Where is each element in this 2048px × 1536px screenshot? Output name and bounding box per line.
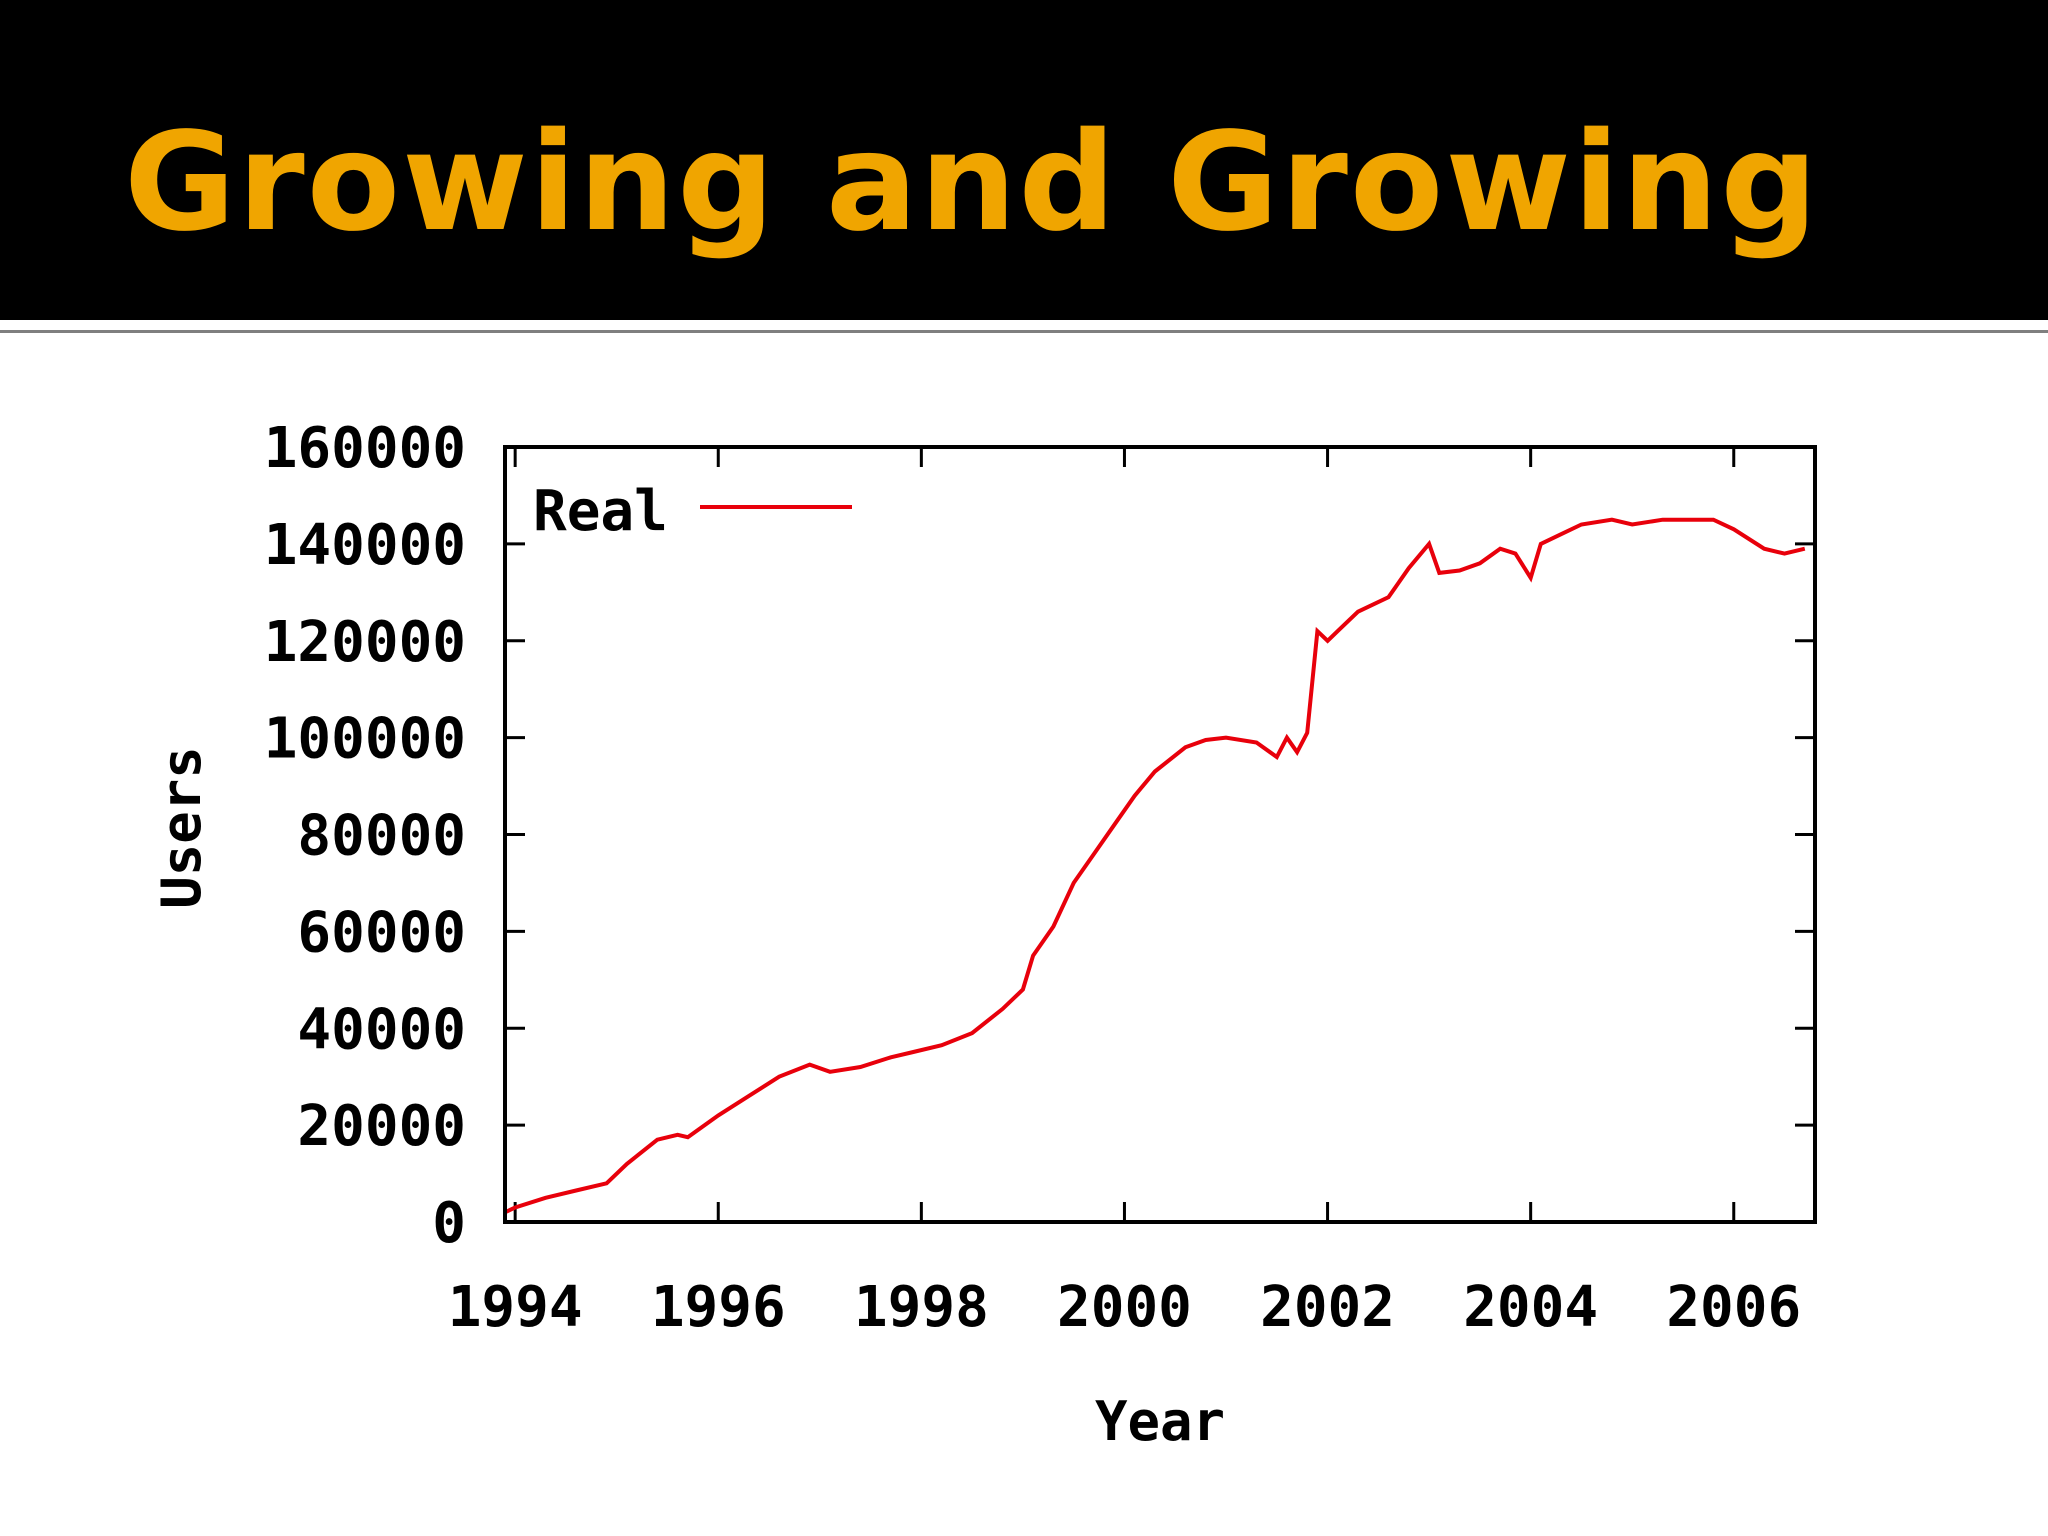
title-bar [0, 0, 2048, 320]
title-divider [0, 330, 2048, 333]
y-tick-label-160000: 160000 [264, 416, 466, 481]
series-layer [504, 517, 1806, 1215]
y-axis-tick-labels: 0 20000 40000 60000 80000 100000 120000 140000 1… [264, 416, 466, 1256]
plot-frame [503, 445, 1817, 1224]
legend: Real [533, 479, 852, 544]
x-axis-ticks [513, 447, 1736, 1222]
x-tick-label-2004: 2004 [1463, 1275, 1598, 1340]
y-tick-label-0: 0 [432, 1191, 466, 1256]
x-axis-tick-labels: 1994 1996 1998 2000 2002 2004 2006 [448, 1275, 1801, 1340]
y-axis-ticks [505, 445, 1815, 1224]
x-tick-label-2002: 2002 [1260, 1275, 1395, 1340]
y-tick-label-140000: 140000 [264, 513, 466, 578]
legend-label-real: Real [533, 479, 668, 544]
x-tick-label-1998: 1998 [854, 1275, 989, 1340]
y-tick-label-80000: 80000 [297, 804, 466, 869]
x-tick-label-2006: 2006 [1666, 1275, 1801, 1340]
y-tick-label-40000: 40000 [297, 997, 466, 1062]
y-tick-label-60000: 60000 [297, 900, 466, 965]
y-tick-label-120000: 120000 [264, 610, 466, 675]
slide-title: Growing and Growing [124, 104, 1820, 262]
x-tick-label-1996: 1996 [651, 1275, 786, 1340]
x-tick-label-2000: 2000 [1057, 1275, 1192, 1340]
x-axis-label: Year [1095, 1390, 1225, 1453]
y-tick-label-100000: 100000 [264, 707, 466, 772]
series-line-0 [504, 517, 1806, 1215]
y-tick-label-20000: 20000 [297, 1094, 466, 1159]
y-axis-label: Users [150, 746, 213, 909]
x-tick-label-1994: 1994 [448, 1275, 583, 1340]
